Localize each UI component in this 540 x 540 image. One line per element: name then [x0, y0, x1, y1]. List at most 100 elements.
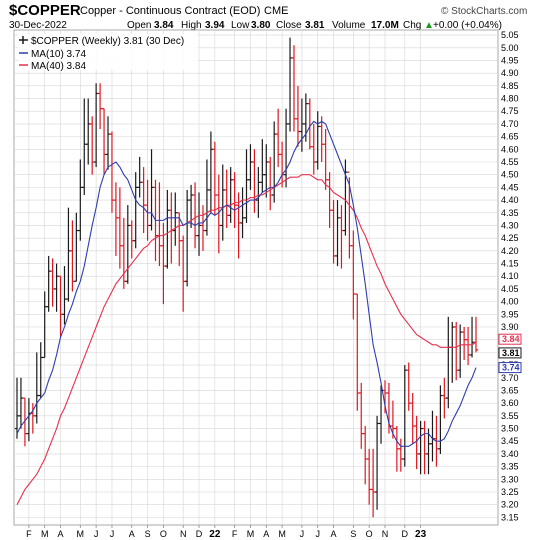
y-tick-label: 3.25 [501, 487, 519, 497]
y-tick-label: 4.50 [501, 170, 519, 180]
y-tick-label: 4.40 [501, 195, 519, 205]
x-tick-label: S [145, 529, 151, 539]
close-value: 3.81 [305, 20, 325, 31]
low-value: 3.80 [251, 20, 271, 31]
y-tick-label: 4.65 [501, 132, 519, 142]
y-tick-label: 5.00 [501, 43, 519, 53]
y-axis: 3.15 3.20 3.25 3.30 3.35 3.40 3.45 3.50 3.55 3.60… [501, 30, 519, 522]
x-tick-label: J [315, 529, 320, 539]
open-value: 3.84 [154, 20, 174, 31]
y-tick-label: 4.70 [501, 119, 519, 129]
y-tick-label: 4.15 [501, 259, 519, 269]
ohlc-bars [14, 37, 479, 518]
chg-up-arrow-icon: ▲ [424, 20, 434, 31]
x-axis: F M A M J J A S O N D 22 F M A M J J A S O N D 23 [26, 525, 427, 540]
high-value: 3.94 [205, 20, 225, 31]
x-tick-label: M [278, 529, 286, 539]
chart-date: 30-Dec-2022 [9, 20, 67, 31]
chart-description: Copper - Continuous Contract (EOD) [80, 5, 260, 17]
volume-value: 17.0M [371, 20, 399, 31]
x-tick-label: M [247, 529, 255, 539]
y-tick-label: 4.35 [501, 208, 519, 218]
close-label: Close [276, 20, 302, 31]
y-tick-label: 4.75 [501, 106, 519, 116]
ma40-value-badge-text: 3.84 [502, 334, 520, 344]
y-tick-label: 3.30 [501, 474, 519, 484]
x-tick-label: A [58, 529, 64, 539]
x-tick-label: J [300, 529, 305, 539]
y-tick-label: 3.40 [501, 449, 519, 459]
y-tick-label: 4.25 [501, 233, 519, 243]
ma40-line [16, 174, 477, 505]
x-tick-label: F [232, 529, 238, 539]
close-value-badge [498, 347, 522, 359]
y-tick-label: 5.05 [501, 30, 519, 40]
y-tick-label: 4.95 [501, 55, 519, 65]
plot-area [13, 29, 499, 526]
x-tick-label: 22 [209, 529, 221, 540]
y-tick-label: 3.15 [501, 512, 519, 522]
y-tick-label: 4.90 [501, 68, 519, 78]
chart-exchange: CME [264, 5, 288, 17]
y-tick-label: 3.45 [501, 436, 519, 446]
y-tick-label: 4.45 [501, 182, 519, 192]
chart-legend: $COPPER (Weekly) 3.81 (30 Dec) MA(10) 3.… [18, 34, 198, 72]
x-tick-label: M [41, 529, 49, 539]
x-tick-label: O [160, 529, 167, 539]
x-tick-label: J [110, 529, 115, 539]
volume-label: Volume [332, 20, 366, 31]
y-tick-label: 4.00 [501, 297, 519, 307]
x-tick-label: N [180, 529, 187, 539]
low-label: Low [231, 20, 250, 31]
chg-value: +0.00 (+0.04%) [433, 20, 502, 31]
close-value-badge-text: 3.81 [502, 348, 520, 358]
y-tick-label: 4.55 [501, 157, 519, 167]
ma10-line [16, 120, 477, 447]
y-tick-label: 3.35 [501, 462, 519, 472]
y-tick-label: 3.65 [501, 385, 519, 395]
high-label: High [181, 20, 202, 31]
y-tick-label: 3.20 [501, 500, 519, 510]
y-tick-label: 4.60 [501, 144, 519, 154]
x-tick-label: D [402, 529, 409, 539]
x-tick-label: A [263, 529, 269, 539]
y-tick-label: 4.05 [501, 284, 519, 294]
ma10-value-badge [498, 362, 522, 374]
chg-label: Chg [403, 20, 421, 31]
stockcharts-watermark: © StockCharts.com [441, 6, 527, 17]
y-tick-label: 4.20 [501, 246, 519, 256]
y-tick-label: 4.80 [501, 94, 519, 104]
y-tick-label: 4.10 [501, 271, 519, 281]
open-label: Open [127, 20, 151, 31]
legend-ma10-label: MA(10) 3.74 [31, 49, 86, 60]
moving-averages [16, 120, 477, 505]
legend-ma40-label: MA(40) 3.84 [31, 61, 86, 72]
x-tick-label: S [350, 529, 356, 539]
ma10-value-badge-text: 3.74 [502, 363, 520, 373]
value-badges: 3.84 3.81 3.74 [498, 333, 522, 374]
y-tick-label: 3.70 [501, 373, 519, 383]
x-tick-label: A [331, 529, 337, 539]
y-tick-label: 3.90 [501, 322, 519, 332]
x-tick-label: F [26, 529, 32, 539]
x-tick-label: A [129, 529, 135, 539]
x-tick-label: M [77, 529, 85, 539]
legend-background [18, 34, 198, 70]
x-tick-label: J [94, 529, 99, 539]
x-tick-label: 23 [415, 529, 427, 540]
x-tick-label: N [382, 529, 389, 539]
y-tick-label: 4.30 [501, 220, 519, 230]
grid-lines [14, 30, 498, 525]
y-tick-label: 4.85 [501, 81, 519, 91]
x-tick-label: O [366, 529, 373, 539]
y-tick-label: 3.95 [501, 309, 519, 319]
chart-symbol: $COPPER [9, 2, 81, 19]
y-tick-label: 3.50 [501, 424, 519, 434]
x-tick-label: D [196, 529, 203, 539]
y-tick-label: 3.60 [501, 398, 519, 408]
y-tick-label: 3.55 [501, 411, 519, 421]
ma40-value-badge [498, 333, 522, 345]
legend-price-label: $COPPER (Weekly) 3.81 (30 Dec) [31, 36, 184, 47]
